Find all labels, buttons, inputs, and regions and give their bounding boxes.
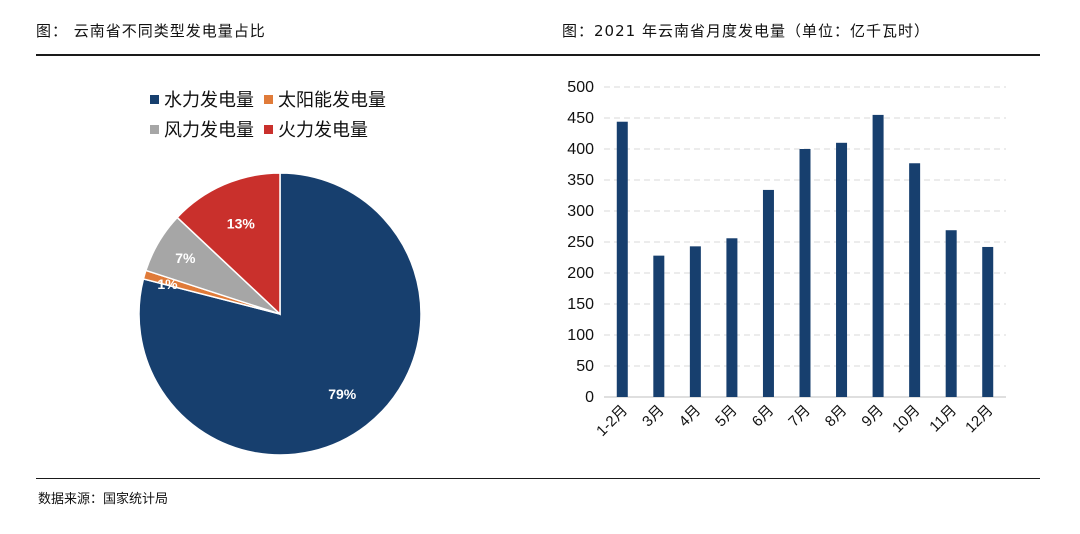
x-tick-label: 10月 — [889, 402, 923, 436]
x-tick-label: 6月 — [749, 402, 778, 431]
bottom-divider — [36, 478, 1040, 479]
legend-item-solar: 太阳能发电量 — [264, 86, 386, 112]
y-tick-label: 150 — [567, 296, 594, 313]
x-tick-label: 1-2月 — [593, 402, 631, 440]
y-tick-label: 50 — [576, 358, 594, 375]
pie-slice-thermal — [176, 172, 281, 316]
x-tick-label: 8月 — [822, 402, 851, 431]
bar-9月 — [872, 114, 884, 398]
bar-7月 — [799, 149, 811, 397]
legend-label-solar: 太阳能发电量 — [278, 90, 386, 111]
legend-item-thermal: 火力发电量 — [264, 116, 368, 142]
data-source-note: 数据来源：国家统计局 — [38, 492, 169, 507]
pie-chart: 79%1%7%13% — [138, 172, 422, 456]
pie-label-thermal: 13% — [227, 215, 256, 231]
x-tick-label: 5月 — [712, 402, 741, 431]
bar-8月 — [836, 142, 848, 397]
legend-swatch-hydro — [150, 94, 159, 104]
bar-12月 — [982, 246, 994, 397]
legend-swatch-solar — [264, 94, 273, 104]
y-tick-label: 0 — [585, 389, 594, 406]
y-tick-label: 350 — [567, 172, 594, 189]
legend-label-hydro: 水力发电量 — [164, 90, 254, 111]
pie-legend: 水力发电量 太阳能发电量 风力发电量 火力发电量 — [150, 84, 450, 144]
pie-label-wind: 7% — [175, 250, 196, 266]
legend-label-thermal: 火力发电量 — [278, 120, 368, 141]
bar-6月 — [762, 189, 774, 397]
legend-item-hydro: 水力发电量 — [150, 86, 254, 112]
bar-10月 — [909, 163, 921, 397]
y-tick-label: 250 — [567, 234, 594, 251]
y-tick-label: 500 — [567, 79, 594, 96]
right-chart-title: 图：2021 年云南省月度发电量（单位：亿千瓦时） — [562, 22, 930, 40]
bar-3月 — [653, 255, 665, 397]
x-tick-label: 7月 — [785, 402, 814, 431]
bar-4月 — [689, 246, 701, 397]
bar-5月 — [726, 238, 738, 397]
y-tick-label: 300 — [567, 203, 594, 220]
pie-label-hydro: 79% — [328, 386, 357, 402]
legend-item-wind: 风力发电量 — [150, 116, 254, 142]
x-tick-label: 4月 — [676, 402, 705, 431]
bar-1-2月 — [616, 121, 628, 397]
y-tick-label: 450 — [567, 110, 594, 127]
y-tick-label: 200 — [567, 265, 594, 282]
y-tick-label: 100 — [567, 327, 594, 344]
top-divider — [36, 54, 1040, 56]
x-tick-label: 12月 — [962, 402, 996, 436]
legend-swatch-thermal — [264, 124, 273, 134]
x-tick-label: 11月 — [926, 402, 960, 436]
bar-11月 — [945, 230, 957, 397]
legend-label-wind: 风力发电量 — [164, 120, 254, 141]
left-chart-title: 图： 云南省不同类型发电量占比 — [36, 22, 266, 40]
legend-swatch-wind — [150, 124, 159, 134]
y-tick-label: 400 — [567, 141, 594, 158]
bar-chart: 0 50 100 150 200 250 300 350 400 450 500 1-2月 3月 4月 5月… — [567, 79, 1006, 440]
x-tick-label: 9月 — [858, 402, 887, 431]
x-tick-label: 3月 — [639, 402, 668, 431]
